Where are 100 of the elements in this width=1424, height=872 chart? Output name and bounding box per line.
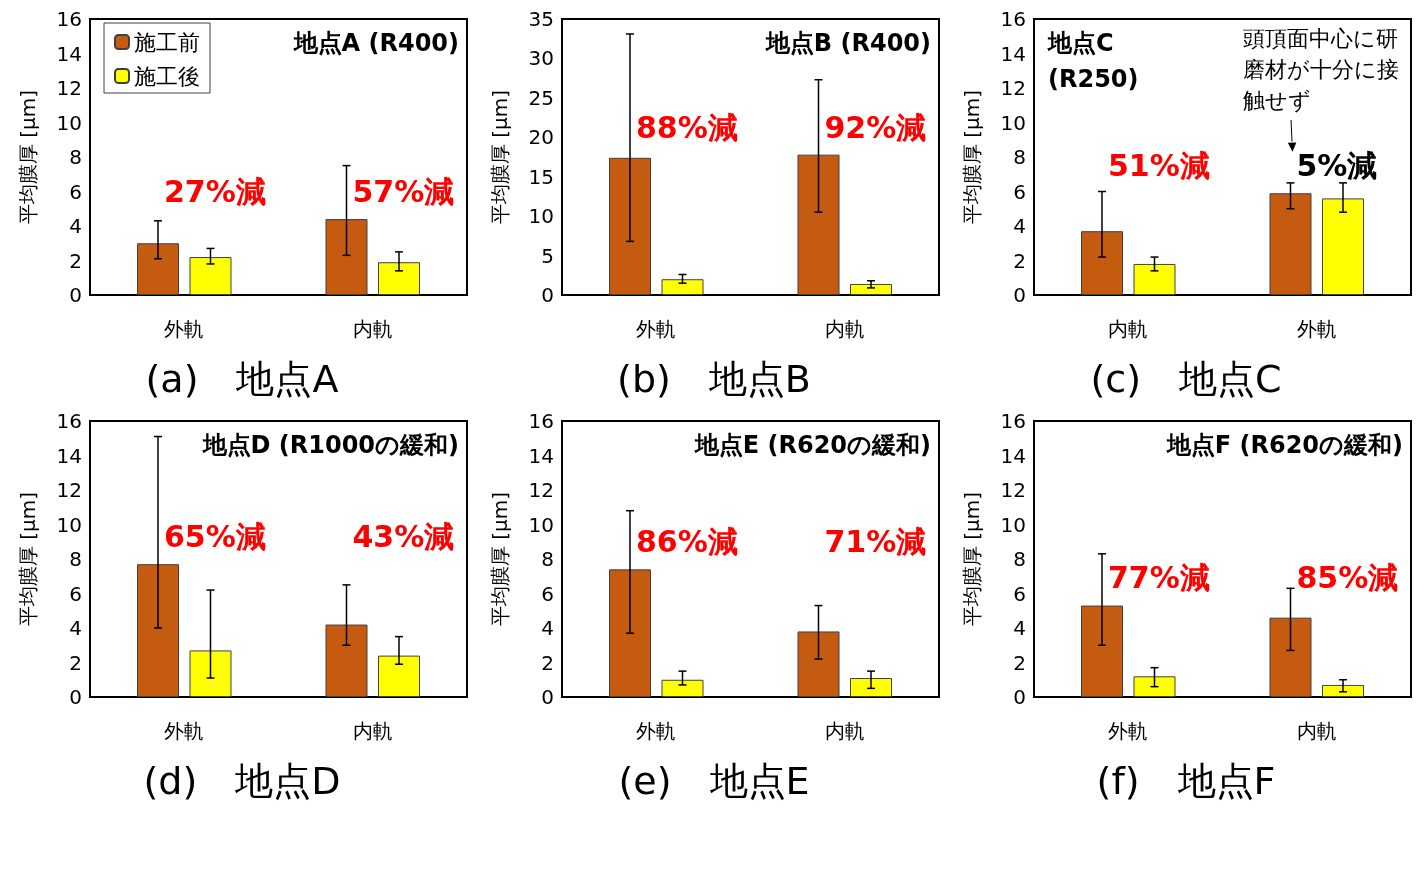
y-axis-title: 平均膜厚 [μm] — [16, 491, 40, 627]
y-tick-label: 10 — [1000, 512, 1026, 537]
bar — [797, 154, 840, 295]
annotation: 92%減 — [824, 109, 927, 145]
y-tick-label: 16 — [56, 7, 82, 31]
y-tick-label: 6 — [1013, 581, 1026, 606]
y-tick-label: 0 — [541, 685, 554, 709]
y-tick-label: 8 — [1013, 145, 1026, 169]
bar — [797, 631, 840, 697]
annotation: 86%減 — [636, 524, 738, 560]
y-tick-label: 14 — [1000, 41, 1026, 66]
y-tick-label: 8 — [69, 145, 82, 169]
bar — [661, 679, 704, 697]
y-tick-label: 14 — [528, 443, 554, 468]
bar — [850, 678, 892, 697]
bar — [609, 157, 651, 295]
bar — [137, 564, 179, 697]
bar — [325, 219, 368, 295]
y-tick-label: 0 — [69, 685, 82, 709]
x-tick-label: 外軌 — [636, 317, 677, 341]
y-tick-label: 16 — [1000, 409, 1026, 433]
x-tick-label: 外軌 — [164, 317, 205, 341]
x-tick-label: 内軌 — [1296, 719, 1337, 743]
y-tick-label: 0 — [541, 283, 554, 307]
y-tick-label: 12 — [528, 478, 554, 502]
y-axis-title: 平均膜厚 [μm] — [488, 89, 512, 225]
y-tick-label: 4 — [1013, 616, 1026, 640]
annotation: 71%減 — [824, 524, 927, 560]
chart-subtitle: 地点D (R1000の緩和) — [201, 431, 459, 459]
x-tick-label: 内軌 — [352, 719, 393, 743]
y-tick-label: 6 — [541, 581, 554, 606]
text: (a) 地点A — [145, 357, 339, 401]
y-tick-label: 0 — [69, 283, 82, 307]
bar — [1133, 676, 1176, 697]
y-tick-label: 30 — [528, 46, 554, 71]
bar — [850, 283, 892, 295]
text: (d) 地点D — [143, 759, 341, 803]
y-tick-label: 12 — [56, 76, 82, 100]
bar — [325, 624, 368, 697]
y-tick-label: 2 — [69, 248, 82, 273]
bar — [1081, 605, 1123, 697]
legend-label: 施工前 — [134, 29, 200, 55]
y-tick-label: 8 — [541, 547, 554, 571]
y-tick-label: 16 — [56, 409, 82, 433]
x-tick-label: 外軌 — [636, 719, 677, 743]
y-tick-label: 0 — [1013, 685, 1026, 709]
y-tick-label: 4 — [69, 616, 82, 640]
y-tick-label: 35 — [528, 7, 554, 31]
y-tick-label: 4 — [1013, 214, 1026, 238]
bar — [378, 262, 420, 295]
y-tick-label: 14 — [1000, 443, 1026, 468]
bar — [1269, 617, 1312, 697]
y-axis-title: 平均膜厚 [μm] — [16, 89, 40, 225]
y-tick-label: 15 — [528, 164, 554, 189]
bar — [137, 243, 179, 295]
bar — [378, 655, 420, 697]
x-tick-label: 内軌 — [824, 317, 865, 341]
annotation: 65%減 — [164, 519, 266, 555]
annotation: 27%減 — [164, 174, 266, 209]
text: 地点C (R250) — [1047, 29, 1139, 93]
text: (e) 地点E — [618, 759, 810, 803]
text: (f) 地点F — [1096, 759, 1276, 803]
chart-subtitle: 地点B (R400) — [764, 29, 931, 57]
chart-subtitle: 地点F (R620の緩和) — [1165, 431, 1403, 459]
y-tick-label: 12 — [56, 478, 82, 502]
bar — [1081, 231, 1123, 295]
x-tick-label: 内軌 — [1108, 317, 1149, 341]
annotation: 43%減 — [352, 519, 455, 555]
y-tick-label: 2 — [1013, 248, 1026, 273]
y-tick-label: 10 — [1000, 110, 1026, 135]
y-tick-label: 6 — [69, 581, 82, 606]
y-tick-label: 5 — [541, 243, 554, 268]
y-tick-label: 12 — [1000, 76, 1026, 100]
x-tick-label: 内軌 — [824, 719, 865, 743]
annotation: 77%減 — [1108, 560, 1210, 596]
annotation: 85%減 — [1296, 560, 1399, 596]
annotation: 51%減 — [1108, 148, 1210, 184]
y-tick-label: 20 — [528, 125, 554, 150]
bar — [661, 279, 704, 295]
annotation: 88%減 — [636, 109, 738, 145]
y-tick-label: 16 — [528, 409, 554, 433]
x-tick-label: 外軌 — [164, 719, 205, 743]
y-tick-label: 6 — [69, 179, 82, 204]
y-tick-label: 2 — [541, 650, 554, 675]
x-tick-label: 外軌 — [1296, 317, 1337, 341]
y-tick-label: 10 — [56, 512, 82, 537]
y-tick-label: 2 — [1013, 650, 1026, 675]
annotation: 57%減 — [352, 174, 455, 209]
y-axis-title: 平均膜厚 [μm] — [488, 491, 512, 627]
bar — [1322, 198, 1364, 295]
y-tick-label: 10 — [56, 110, 82, 135]
legend-label: 施工後 — [134, 63, 200, 89]
chart-subtitle: 地点A (R400) — [292, 29, 459, 57]
y-tick-label: 0 — [1013, 283, 1026, 307]
bar — [1133, 263, 1176, 295]
y-tick-label: 16 — [1000, 7, 1026, 31]
y-tick-label: 12 — [1000, 478, 1026, 502]
y-axis-title: 平均膜厚 [μm] — [960, 89, 984, 225]
y-tick-label: 6 — [1013, 179, 1026, 204]
y-tick-label: 4 — [541, 616, 554, 640]
